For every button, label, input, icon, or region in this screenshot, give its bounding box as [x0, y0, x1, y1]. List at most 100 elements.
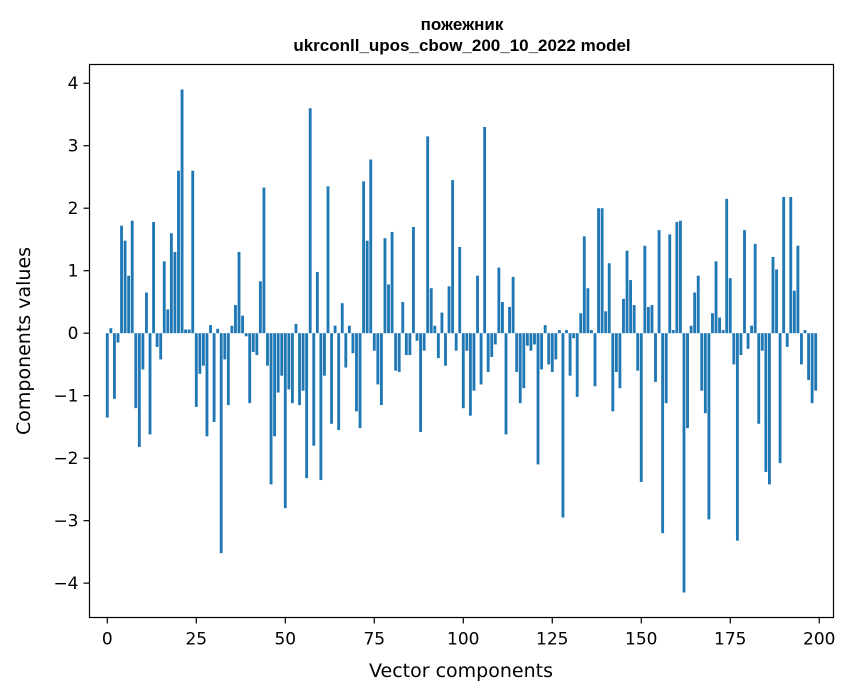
- bar-101: [465, 333, 469, 351]
- bar-132: [575, 333, 579, 397]
- bar-67: [344, 333, 348, 368]
- bar-105: [479, 333, 483, 385]
- bar-41: [251, 333, 255, 352]
- bar-73: [365, 240, 369, 334]
- bar-61: [323, 333, 326, 376]
- bar-23: [187, 329, 191, 334]
- bar-113: [508, 306, 511, 334]
- bar-133: [579, 313, 583, 334]
- bar-189: [778, 333, 782, 464]
- bar-98: [454, 333, 458, 351]
- bar-199: [814, 333, 818, 391]
- bar-126: [554, 333, 558, 360]
- x-tick-label: 0: [102, 630, 113, 650]
- bar-196: [803, 330, 807, 334]
- bar-59: [315, 271, 319, 334]
- bar-115: [515, 333, 519, 372]
- bar-142: [611, 333, 615, 412]
- bar-46: [269, 333, 273, 485]
- bar-117: [522, 333, 526, 389]
- y-axis-label: Components values: [13, 247, 35, 435]
- bar-114: [511, 276, 515, 334]
- bar-100: [461, 333, 465, 409]
- bar-29: [209, 325, 212, 334]
- bar-0: [105, 333, 109, 418]
- bar-108: [490, 333, 494, 357]
- bar-15: [159, 333, 163, 360]
- bar-83: [401, 301, 405, 334]
- bar-64: [333, 325, 337, 334]
- bar-181: [750, 325, 754, 334]
- bar-127: [557, 330, 561, 334]
- bar-99: [458, 246, 462, 334]
- bar-38: [241, 315, 244, 334]
- bar-185: [764, 333, 768, 472]
- bar-154: [654, 333, 657, 382]
- bar-47: [273, 333, 277, 437]
- bar-95: [444, 333, 447, 366]
- bar-82: [397, 333, 401, 372]
- bar-74: [369, 159, 373, 334]
- bar-22: [184, 329, 188, 334]
- bar-106: [483, 126, 487, 334]
- bar-63: [330, 333, 333, 424]
- bar-97: [451, 180, 455, 334]
- bar-85: [408, 333, 412, 356]
- bar-1: [109, 328, 113, 334]
- bar-7: [130, 220, 134, 334]
- bar-56: [305, 333, 309, 479]
- bar-53: [294, 323, 298, 334]
- bar-173: [721, 330, 725, 334]
- bar-190: [782, 196, 786, 334]
- bar-21: [180, 89, 184, 334]
- bar-92: [433, 325, 437, 334]
- bar-27: [201, 333, 205, 366]
- bar-13: [152, 221, 155, 334]
- bar-58: [312, 333, 316, 446]
- bar-129: [565, 330, 568, 334]
- bar-40: [248, 333, 252, 404]
- bar-177: [735, 333, 739, 541]
- x-tick-label: 50: [274, 630, 296, 650]
- bar-45: [266, 333, 269, 366]
- x-tick-label: 100: [447, 630, 479, 650]
- bar-88: [419, 333, 422, 432]
- bar-163: [686, 333, 689, 429]
- bar-44: [262, 187, 266, 334]
- bar-156: [661, 333, 665, 534]
- bar-94: [440, 312, 444, 334]
- bar-151: [643, 245, 647, 334]
- bar-120: [533, 333, 536, 345]
- y-tick-label: 0: [68, 324, 79, 344]
- bar-171: [714, 261, 718, 334]
- bar-91: [429, 288, 433, 334]
- bar-172: [718, 317, 722, 334]
- bar-51: [287, 333, 291, 390]
- bar-159: [671, 330, 675, 334]
- bar-110: [497, 267, 501, 334]
- x-tick-label: 25: [185, 630, 207, 650]
- x-tick-label: 125: [536, 630, 568, 650]
- bar-174: [725, 198, 729, 334]
- bar-55: [301, 333, 305, 391]
- bar-144: [618, 333, 622, 389]
- bar-122: [540, 333, 544, 370]
- bar-158: [668, 234, 672, 334]
- bar-16: [162, 261, 166, 334]
- bar-148: [632, 305, 636, 334]
- bar-164: [689, 325, 693, 334]
- y-tick-label: 4: [68, 74, 79, 94]
- bar-165: [693, 292, 697, 334]
- y-tick-label: 2: [68, 199, 79, 219]
- bar-121: [536, 333, 540, 465]
- x-tick-label: 175: [714, 630, 746, 650]
- bar-33: [223, 333, 227, 360]
- bar-141: [607, 263, 611, 334]
- bar-14: [155, 333, 159, 347]
- bar-157: [664, 333, 668, 404]
- y-tick-label: 1: [68, 262, 79, 282]
- chart-title-line-2: ukrconll_upos_cbow_200_10_2022 model: [293, 36, 630, 55]
- bar-175: [728, 278, 732, 334]
- bar-169: [707, 333, 711, 520]
- plot-area-frame: [88, 63, 835, 619]
